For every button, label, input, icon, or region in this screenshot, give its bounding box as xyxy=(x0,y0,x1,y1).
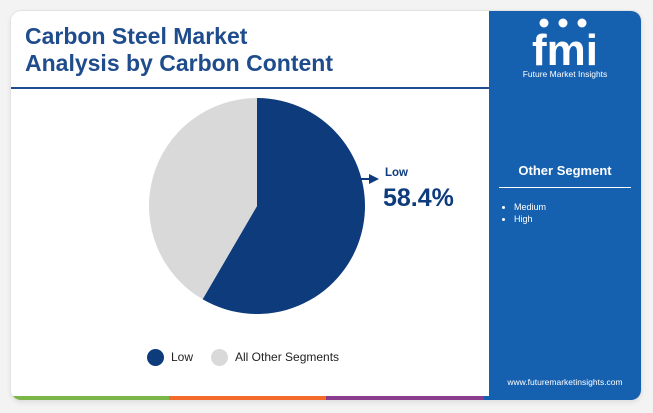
callout-label: Low xyxy=(385,167,408,179)
chart-panel: Carbon Steel Market Analysis by Carbon C… xyxy=(11,11,489,396)
logo-text: fmi xyxy=(532,26,598,75)
page-title: Carbon Steel Market Analysis by Carbon C… xyxy=(25,23,333,77)
title-line-2: Analysis by Carbon Content xyxy=(25,50,333,76)
title-divider xyxy=(11,87,489,89)
segment-list: Medium High xyxy=(501,201,546,225)
list-item: High xyxy=(514,213,546,225)
accent-purple xyxy=(326,396,484,400)
logo-person-icon xyxy=(558,18,568,28)
accent-green xyxy=(11,396,169,400)
website-url[interactable]: www.futuremarketinsights.com xyxy=(507,377,623,387)
title-line-1: Carbon Steel Market xyxy=(25,23,248,49)
legend-label-other: All Other Segments xyxy=(235,350,340,364)
segment-divider xyxy=(499,187,631,188)
pie-slice-all-other-segments xyxy=(148,98,257,300)
other-segment-heading: Other Segment xyxy=(518,163,612,178)
fmi-logo: fmi xyxy=(532,18,598,75)
logo-chart-icon xyxy=(577,18,587,28)
pie-chart: Low 58.4% xyxy=(148,98,454,314)
brand-name: Future Market Insights xyxy=(522,69,608,79)
callout-arrow xyxy=(347,174,379,184)
infographic-card: Carbon Steel Market Analysis by Carbon C… xyxy=(11,11,641,400)
logo-globe-icon xyxy=(539,18,549,28)
list-item: Medium xyxy=(514,201,546,213)
legend-swatch-other xyxy=(211,348,229,366)
callout-value: 58.4% xyxy=(383,184,454,212)
legend-label-low: Low xyxy=(171,350,194,364)
legend-item-other: All Other Segments xyxy=(211,348,340,366)
accent-bar xyxy=(11,396,641,400)
legend-swatch-low xyxy=(147,348,164,366)
accent-orange xyxy=(168,396,326,400)
chart-legend: Low All Other Segments xyxy=(147,347,357,367)
accent-blue xyxy=(483,396,641,400)
legend-item-low: Low xyxy=(147,348,194,366)
brand-sidebar: fmi Future Market Insights Other Segment… xyxy=(489,11,641,396)
pie-slice-low xyxy=(202,98,365,314)
